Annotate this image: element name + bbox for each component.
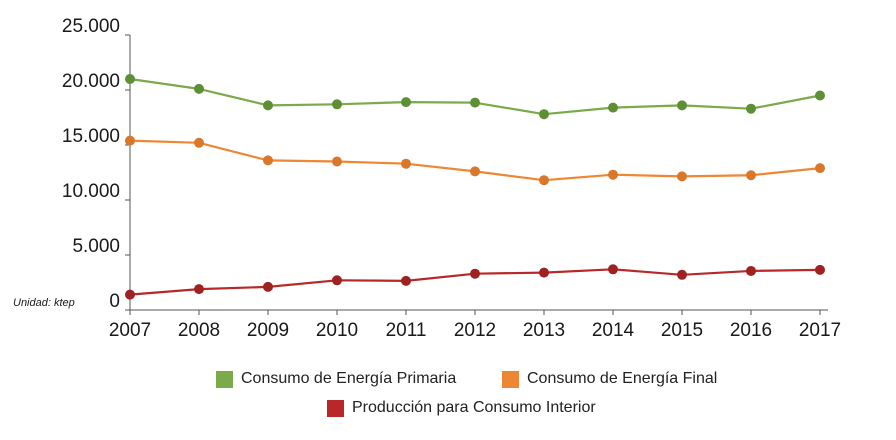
x-tick-label: 2015 bbox=[661, 320, 703, 341]
y-tick-label: 5.000 bbox=[72, 236, 120, 257]
data-point bbox=[125, 289, 135, 300]
data-point bbox=[608, 169, 618, 180]
data-point bbox=[539, 175, 549, 186]
data-point bbox=[470, 97, 480, 108]
x-tick-label: 2007 bbox=[109, 320, 151, 341]
y-axis: 0 5.000 10.000 15.000 20.000 25.000 bbox=[62, 16, 130, 312]
x-tick-label: 2012 bbox=[454, 320, 496, 341]
data-point bbox=[815, 264, 825, 275]
legend-swatch-production bbox=[327, 399, 344, 417]
legend-swatch-primary bbox=[216, 370, 233, 388]
data-point bbox=[470, 268, 480, 279]
data-point bbox=[401, 275, 411, 286]
legend-item-final: Consumo de Energía Final bbox=[502, 370, 717, 388]
data-point bbox=[263, 100, 273, 111]
data-point bbox=[539, 109, 549, 120]
y-tick-label: 15.000 bbox=[62, 126, 120, 147]
data-point bbox=[677, 171, 687, 182]
series-line bbox=[129, 77, 821, 116]
data-point bbox=[263, 281, 273, 292]
data-point bbox=[539, 267, 549, 278]
data-point bbox=[194, 83, 204, 94]
x-tick-label: 2011 bbox=[386, 320, 427, 341]
x-tick-label: 2008 bbox=[178, 320, 220, 341]
x-tick-label: 2014 bbox=[592, 320, 635, 341]
data-point bbox=[332, 275, 342, 286]
data-point bbox=[194, 284, 204, 295]
series-0 bbox=[125, 74, 825, 120]
data-point bbox=[401, 97, 411, 108]
x-axis: 2007 2008 2009 2010 2011 2012 2013 2014 2015 2016… bbox=[109, 310, 841, 341]
data-point bbox=[125, 74, 135, 84]
data-point bbox=[608, 102, 618, 113]
data-point bbox=[608, 264, 618, 275]
data-point bbox=[746, 170, 756, 181]
data-point bbox=[263, 155, 273, 166]
data-point bbox=[194, 137, 204, 148]
x-tick-label: 2016 bbox=[730, 320, 772, 341]
y-tick-label: 10.000 bbox=[62, 181, 120, 202]
x-tick-label: 2013 bbox=[523, 320, 565, 341]
data-point bbox=[470, 166, 480, 177]
data-point bbox=[125, 135, 135, 146]
x-tick-label: 2010 bbox=[316, 320, 358, 341]
data-point bbox=[746, 265, 756, 276]
data-point bbox=[332, 156, 342, 167]
series-layer bbox=[125, 74, 825, 300]
legend-item-production: Producción para Consumo Interior bbox=[327, 399, 596, 417]
data-point bbox=[677, 100, 687, 111]
data-point bbox=[746, 103, 756, 114]
data-point bbox=[677, 269, 687, 280]
unit-label: Unidad: ktep bbox=[13, 297, 75, 309]
legend-swatch-final bbox=[502, 370, 519, 388]
y-tick-label: 0 bbox=[109, 291, 120, 312]
data-point bbox=[815, 163, 825, 174]
data-point bbox=[401, 158, 411, 169]
data-point bbox=[815, 90, 825, 101]
y-tick-label: 25.000 bbox=[62, 16, 120, 37]
legend-label-production: Producción para Consumo Interior bbox=[352, 399, 596, 416]
y-tick-label: 20.000 bbox=[62, 71, 120, 92]
legend-label-primary: Consumo de Energía Primaria bbox=[241, 370, 457, 387]
x-tick-label: 2009 bbox=[247, 320, 289, 341]
legend-item-primary: Consumo de Energía Primaria bbox=[216, 370, 456, 388]
legend-label-final: Consumo de Energía Final bbox=[527, 370, 718, 387]
x-tick-label: 2017 bbox=[799, 320, 841, 341]
series-1 bbox=[125, 135, 825, 186]
series-2 bbox=[125, 264, 825, 300]
data-point bbox=[332, 99, 342, 110]
